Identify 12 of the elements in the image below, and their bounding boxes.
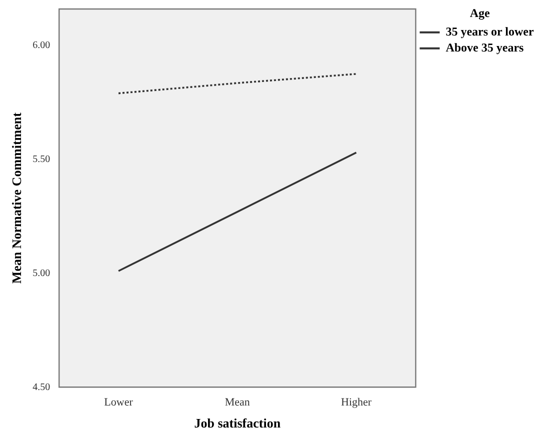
x-tick-label: Higher: [340, 396, 372, 409]
y-tick-label: 4.50: [32, 382, 50, 393]
x-tick-label: Lower: [104, 396, 134, 409]
y-axis-title: Mean Normative Commitment: [9, 112, 24, 284]
y-tick-label: 6.00: [32, 40, 50, 52]
legend-label: Above 35 years: [446, 40, 524, 54]
y-tick-label: 5.00: [32, 268, 50, 279]
x-tick-label: Mean: [224, 396, 250, 409]
y-tick-label: 5.50: [32, 154, 50, 165]
legend-label: 35 years or lower: [446, 24, 534, 38]
legend-title: Age: [470, 6, 491, 20]
x-axis-title: Job satisfaction: [194, 416, 282, 431]
